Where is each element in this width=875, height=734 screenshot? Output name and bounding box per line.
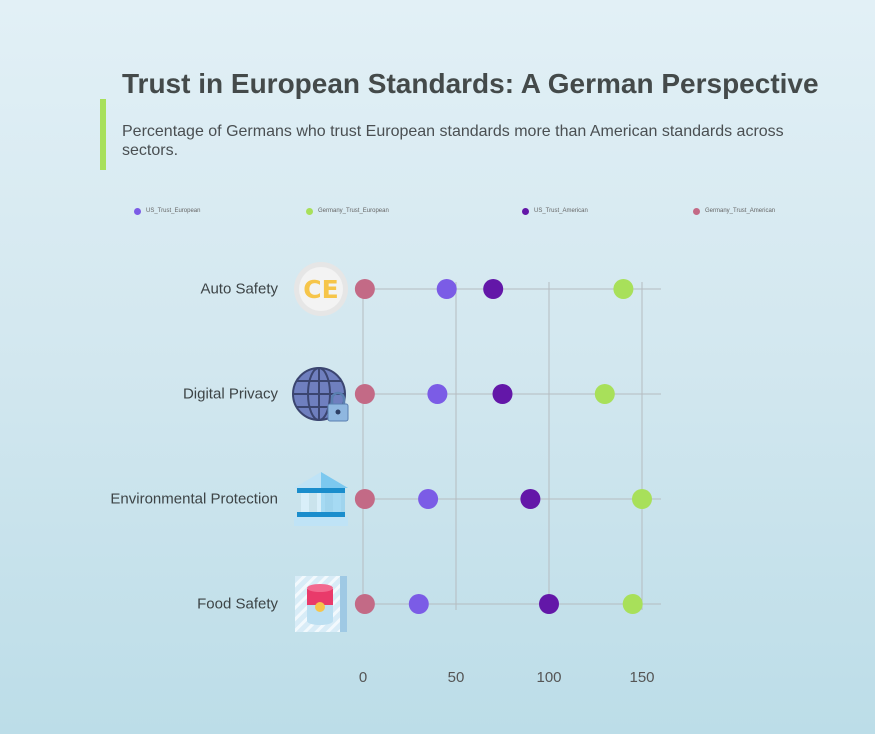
data-point[interactable] (408, 594, 429, 614)
government-building-icon (292, 470, 350, 528)
legend-dot (306, 207, 313, 215)
legend-dot (134, 207, 141, 215)
data-point[interactable] (354, 594, 375, 614)
legend-item[interactable]: US_Trust_European (134, 205, 200, 217)
data-point[interactable] (492, 384, 513, 404)
legend-label: US_Trust_American (534, 208, 588, 214)
ce-mark-icon: CE (292, 260, 350, 318)
category-label: Auto Safety (200, 280, 278, 298)
data-point[interactable] (622, 594, 643, 614)
data-point[interactable] (539, 594, 559, 614)
legend-dot (693, 207, 700, 215)
legend-label: Germany_Trust_European (318, 208, 389, 214)
data-point[interactable] (632, 489, 652, 509)
data-point[interactable] (418, 489, 439, 509)
chart-subtitle: Percentage of Germans who trust European… (122, 123, 784, 159)
legend-label: Germany_Trust_American (705, 208, 776, 214)
legend-label: US_Trust_European (146, 208, 201, 214)
data-point[interactable] (354, 279, 375, 299)
data-point[interactable] (354, 384, 375, 404)
data-point[interactable] (613, 279, 634, 299)
data-point[interactable] (354, 489, 375, 509)
svg-text:CE: CE (303, 275, 338, 304)
data-point[interactable] (427, 384, 448, 404)
x-tick-label: 50 (448, 669, 465, 686)
legend-dot (522, 207, 529, 215)
category-label: Environmental Protection (110, 490, 278, 508)
globe-lock-icon (292, 365, 350, 423)
data-point[interactable] (520, 489, 541, 509)
legend-item[interactable]: Germany_Trust_European (306, 205, 389, 217)
data-point[interactable] (483, 279, 504, 299)
title-accent-bar (100, 99, 106, 170)
chart-title: Trust in European Standards: A German Pe… (122, 68, 819, 99)
category-label: Digital Privacy (182, 385, 278, 403)
x-tick-label: 0 (359, 669, 367, 686)
x-tick-label: 150 (629, 669, 654, 686)
data-point[interactable] (594, 384, 615, 404)
legend-item[interactable]: US_Trust_American (522, 205, 588, 217)
category-label: Food Safety (197, 595, 278, 613)
data-point[interactable] (436, 279, 457, 299)
x-tick-label: 100 (536, 669, 561, 686)
legend-item[interactable]: Germany_Trust_American (693, 205, 775, 217)
food-can-icon (292, 575, 350, 633)
